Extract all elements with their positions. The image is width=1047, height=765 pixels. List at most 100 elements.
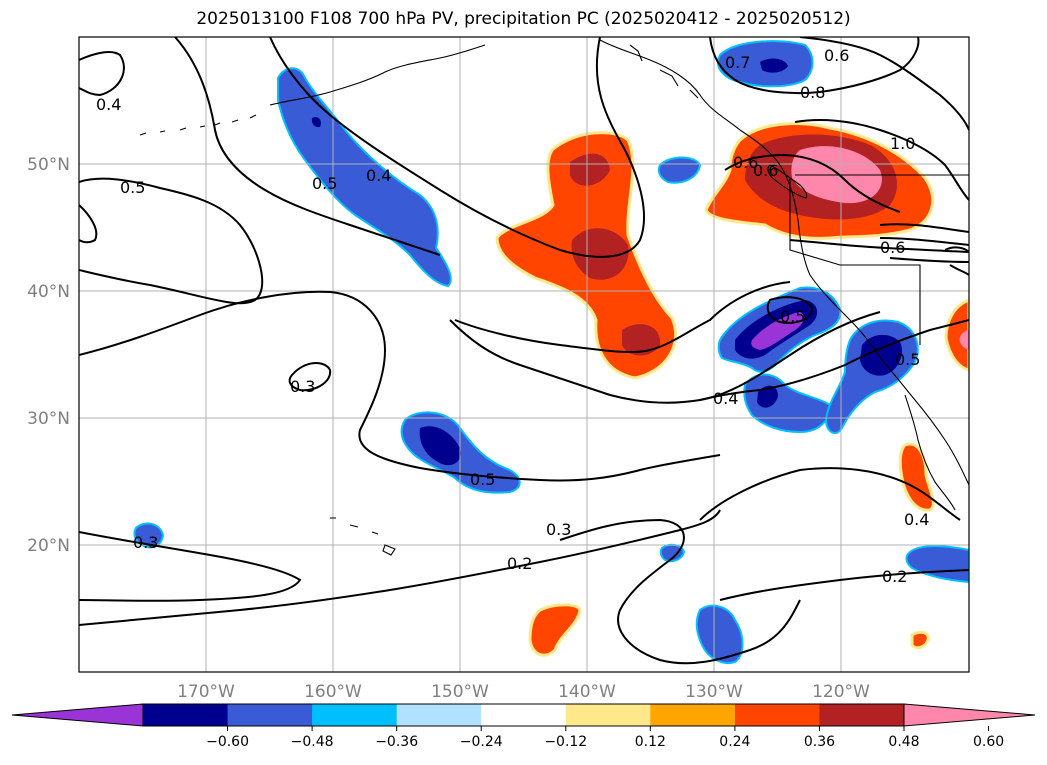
colorbar-box	[565, 704, 651, 726]
colorbar-tick-label: 0.48	[888, 734, 919, 750]
contour-0.6-inner	[724, 153, 901, 213]
colorbar: −0.60 −0.48 −0.36 −0.24 −0.12 0.12 0.24 0.36 0.4…	[11, 703, 1036, 750]
contour-0.2-far-se	[719, 569, 969, 601]
latitude-labels: 50°N 40°N 30°N 20°N	[27, 155, 70, 556]
vancouver-island	[767, 164, 808, 199]
lon-label: 150°W	[431, 682, 489, 702]
colorbar-extend-high	[903, 703, 1036, 727]
lon-label: 120°W	[812, 682, 870, 702]
lat-label: 30°N	[27, 409, 70, 429]
longitude-labels: 170°W 160°W 150°W 140°W 130°W 120°W	[177, 682, 870, 702]
alaska-peninsula-coast	[269, 44, 486, 106]
contour-label: 0.5	[895, 350, 920, 369]
hawaiian-islands	[330, 517, 396, 556]
contour-label: 0.8	[800, 83, 825, 102]
colorbar-box	[227, 704, 313, 726]
contour-label: 0.4	[713, 389, 738, 408]
us-interior-border	[789, 178, 921, 345]
colorbar-box	[819, 704, 905, 726]
colorbar-box	[396, 704, 482, 726]
contour-label: 0.5	[780, 307, 805, 326]
contour-0.5-central	[454, 281, 791, 354]
contour-label: 0.3	[133, 533, 158, 552]
contour-0.6-east	[789, 239, 969, 253]
map-content	[79, 37, 969, 672]
contour-0.5-main	[174, 37, 441, 256]
contour-label: 0.3	[290, 377, 315, 396]
precip-blob-north-dark	[760, 58, 788, 73]
contour-0.4-lower	[449, 311, 881, 404]
contour-0.7-0.8-north	[709, 37, 920, 95]
precip-blob-south	[528, 603, 582, 657]
contour-0.5-north	[79, 177, 264, 305]
aleutian-islands	[139, 114, 257, 136]
alaska-inland	[629, 44, 699, 99]
contour-label: 0.2	[882, 567, 907, 586]
contour-label: 0.4	[904, 510, 929, 529]
lon-label: 160°W	[304, 682, 362, 702]
contour-label: 0.5	[312, 174, 337, 193]
contour-0.3-long	[79, 290, 721, 482]
contour-0.4-nw	[79, 51, 125, 97]
colorbar-tick-label: −0.48	[291, 734, 334, 750]
contour-label: 0.7	[725, 53, 750, 72]
precip-blob-se-blue	[905, 545, 969, 584]
precip-blob-east-edge-core	[959, 330, 969, 350]
precip-blob-california-purple	[751, 312, 804, 350]
lat-label: 40°N	[27, 282, 70, 302]
colorbar-box	[481, 704, 567, 726]
lat-label: 50°N	[27, 155, 70, 175]
contour-label: 0.6	[824, 46, 849, 65]
colorbar-tick-label: −0.24	[460, 734, 503, 750]
colorbar-tick-label: 0.36	[804, 734, 835, 750]
contour-label: 0.6	[880, 238, 905, 257]
contour-label: 0.2	[507, 554, 532, 573]
colorbar-box	[143, 704, 229, 726]
precip-blob-aleutian-dark	[311, 117, 321, 128]
lon-label: 140°W	[558, 682, 616, 702]
colorbar-tick-label: −0.36	[375, 734, 418, 750]
contour-0.3-south	[79, 509, 721, 626]
colorbar-tick-label: 0.60	[973, 734, 1004, 750]
contour-label: 0.4	[96, 95, 121, 114]
map-frame	[78, 36, 970, 673]
contour-label: 0.6	[733, 153, 758, 172]
contour-label: 0.6	[753, 161, 778, 180]
contour-0.3-small	[288, 362, 332, 392]
precip-blob-east-edge	[944, 298, 969, 372]
colorbar-extend-low	[11, 703, 144, 727]
colorbar-box	[734, 704, 820, 726]
precip-blob-central-core	[570, 153, 661, 356]
contour-0.6-north	[799, 37, 969, 131]
pv-contours	[79, 37, 969, 665]
contour-0.2-south	[79, 531, 302, 602]
coastlines	[139, 39, 969, 556]
map-title: 2025013100 F108 700 hPa PV, precipitatio…	[196, 9, 851, 29]
alaska-gulf-coast	[599, 39, 969, 486]
contour-label: 1.0	[890, 134, 915, 153]
contour-east-stack	[879, 223, 969, 263]
precip-blob-aleutian	[277, 67, 452, 288]
precip-blob-hawaii-ne-dark	[419, 426, 461, 466]
colorbar-tick-label: −0.12	[544, 734, 587, 750]
precip-blob-california-s-dark	[757, 385, 778, 408]
contour-0.4-ne	[699, 319, 969, 401]
precip-negative-shading	[133, 40, 969, 664]
contour-label: 0.3	[546, 520, 571, 539]
contour-label: 0.4	[366, 166, 391, 185]
contour-label: 0.5	[470, 470, 495, 489]
graticule	[79, 37, 969, 672]
contour-labels: 0.4 0.5 0.4 0.5 0.3 0.5 0.4 0.5 0.3 0.2 …	[96, 46, 929, 586]
colorbar-box	[650, 704, 736, 726]
lat-label: 20°N	[27, 536, 70, 556]
lon-label: 170°W	[177, 682, 235, 702]
contour-0.2-mid	[559, 518, 801, 665]
contour-0.5-small	[766, 296, 814, 324]
colorbar-tick-label: 0.24	[719, 734, 750, 750]
colorbar-tick-label: −0.60	[206, 734, 249, 750]
contour-0.2-se	[699, 467, 961, 521]
contour-0.5-far-east	[944, 246, 969, 276]
contour-1.0	[794, 119, 969, 201]
lon-label: 130°W	[685, 682, 743, 702]
